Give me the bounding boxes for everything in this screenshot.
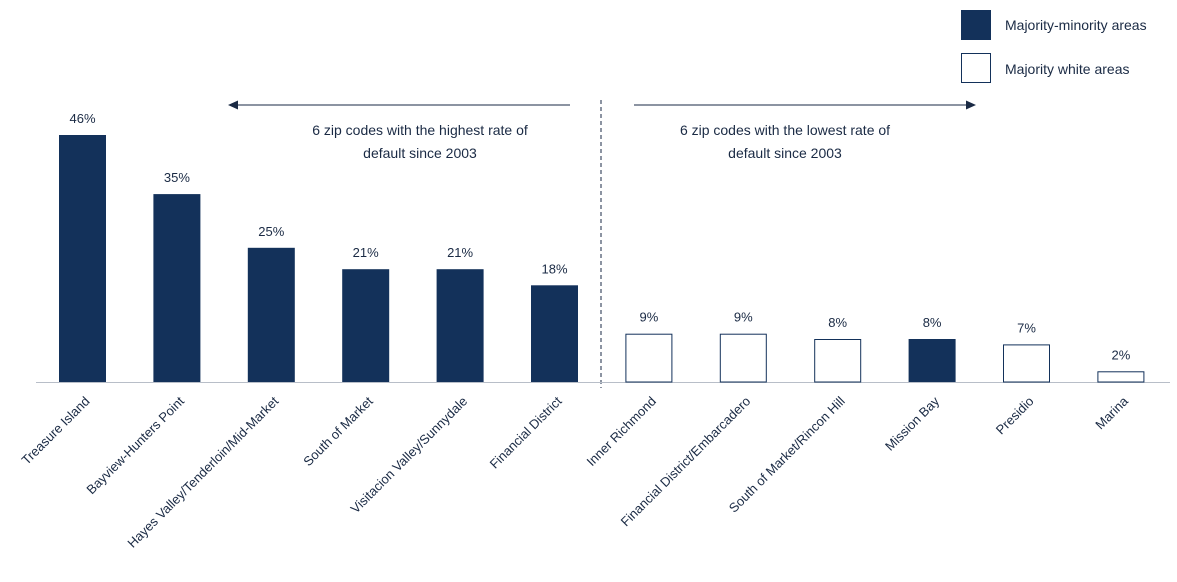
- value-label-financial-district: 18%: [541, 261, 567, 276]
- tick-label-presidio: Presidio: [993, 394, 1037, 438]
- bar-treasure-island: [59, 135, 106, 382]
- tick-label-marina: Marina: [1092, 393, 1131, 432]
- tick-label-south-of-market: South of Market: [300, 393, 376, 469]
- value-label-financial-district-embarcadero: 9%: [734, 310, 753, 325]
- highest-arrow-head: [228, 100, 238, 110]
- tick-label-treasure-island: Treasure Island: [18, 394, 92, 468]
- highest-annotation-line-1: 6 zip codes with the highest rate of: [312, 122, 528, 138]
- bar-south-of-market-rincon-hill: [814, 339, 862, 383]
- lowest-annotation-line-1: 6 zip codes with the lowest rate of: [680, 122, 890, 138]
- bar-financial-district: [531, 285, 578, 382]
- value-label-marina: 2%: [1112, 347, 1131, 362]
- bar-presidio: [1003, 344, 1050, 383]
- lowest-arrow-head: [966, 100, 976, 110]
- value-label-inner-richmond: 9%: [640, 310, 659, 325]
- bar-inner-richmond: [625, 333, 673, 383]
- legend-swatch-majority-white: [961, 53, 991, 83]
- bar-bayview-hunters-point: [153, 194, 201, 382]
- tick-label-mission-bay: Mission Bay: [882, 393, 943, 454]
- tick-label-financial-district: Financial District: [487, 393, 565, 471]
- bar-south-of-market: [342, 269, 390, 382]
- legend-label-majority-white: Majority white areas: [1005, 61, 1130, 77]
- value-label-bayview-hunters-point: 35%: [164, 170, 190, 185]
- value-label-south-of-market-rincon-hill: 8%: [828, 315, 847, 330]
- tick-label-hayes-valley-tenderloin-mid-market: Hayes Valley/Tenderloin/Mid-Market: [124, 393, 281, 550]
- bar-mission-bay: [908, 339, 956, 382]
- value-labels: 46% 35% 25% 21% 21% 18% 9% 9% 8% 8% 7% 2%: [69, 111, 1130, 362]
- legend-swatch-majority-minority: [961, 10, 991, 40]
- tick-label-bayview-hunters-point: Bayview-Hunters Point: [83, 393, 187, 497]
- bar-marina: [1097, 371, 1145, 383]
- bar-financial-district-embarcadero: [719, 333, 767, 383]
- legend: Majority-minority areas Majority white a…: [961, 10, 1147, 83]
- value-label-hayes-valley-tenderloin-mid-market: 25%: [258, 224, 284, 239]
- tick-label-inner-richmond: Inner Richmond: [584, 394, 660, 470]
- value-label-presidio: 7%: [1017, 320, 1036, 335]
- lowest-annotation-line-2: default since 2003: [728, 145, 842, 161]
- bar-hayes-valley-tenderloin-mid-market: [247, 247, 295, 382]
- value-label-mission-bay: 8%: [923, 315, 942, 330]
- bar-visitacion-valley-sunnydale: [436, 269, 484, 382]
- annotations: 6 zip codes with the highest rate of def…: [228, 100, 976, 388]
- value-label-visitacion-valley-sunnydale: 21%: [447, 245, 473, 260]
- value-label-treasure-island: 46%: [69, 111, 95, 126]
- legend-label-majority-minority: Majority-minority areas: [1005, 17, 1147, 33]
- highest-annotation-line-2: default since 2003: [363, 145, 477, 161]
- bars: [59, 135, 1145, 383]
- value-label-south-of-market: 21%: [353, 245, 379, 260]
